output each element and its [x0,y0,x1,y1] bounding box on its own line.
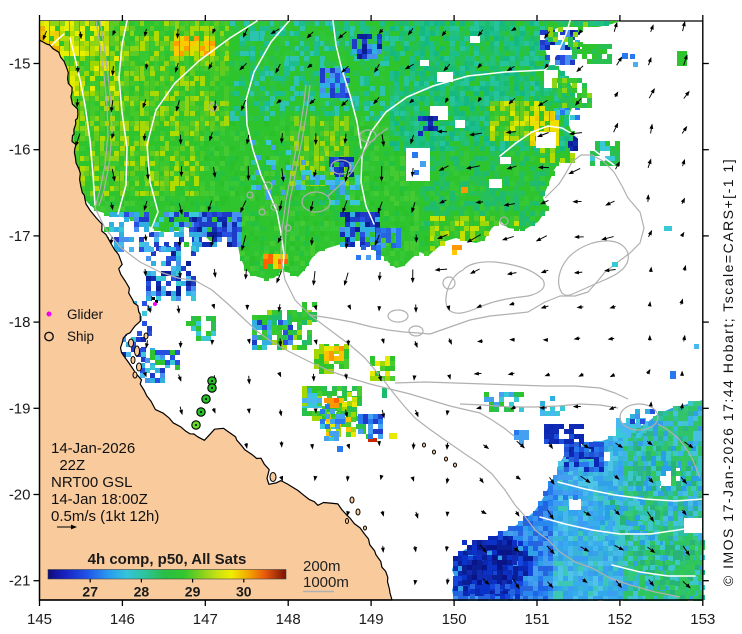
svg-text:© IMOS 17-Jan-2026 17:44 Hobar: © IMOS 17-Jan-2026 17:44 Hobart; Tscale=… [720,158,736,586]
svg-text:28: 28 [134,584,150,600]
svg-text:151: 151 [524,611,549,628]
svg-text:Ship: Ship [67,329,94,344]
svg-text:-16: -16 [9,142,31,159]
svg-text:14-Jan-2026: 14-Jan-2026 [51,440,135,457]
svg-text:200m: 200m [303,558,341,575]
svg-text:145: 145 [27,611,52,628]
svg-text:153: 153 [690,611,715,628]
svg-text:NRT00 GSL: NRT00 GSL [51,474,132,491]
svg-text:146: 146 [110,611,135,628]
svg-text:Glider: Glider [67,307,104,322]
svg-text:27: 27 [82,584,98,600]
svg-text:0.5m/s (1kt 12h): 0.5m/s (1kt 12h) [51,508,159,525]
svg-text:152: 152 [607,611,632,628]
svg-text:30: 30 [236,584,252,600]
svg-text:4h comp, p50, All Sats: 4h comp, p50, All Sats [88,551,247,568]
svg-text:1000m: 1000m [303,574,349,591]
svg-text:-18: -18 [9,314,31,331]
svg-text:-21: -21 [9,573,31,590]
svg-text:149: 149 [359,611,384,628]
svg-text:14-Jan 18:00Z: 14-Jan 18:00Z [51,491,148,508]
svg-text:-17: -17 [9,228,31,245]
svg-text:150: 150 [442,611,467,628]
svg-text:-20: -20 [9,487,31,504]
svg-text:-19: -19 [9,400,31,417]
svg-text:148: 148 [276,611,301,628]
svg-text:22Z: 22Z [51,457,85,474]
svg-text:147: 147 [193,611,218,628]
svg-text:29: 29 [185,584,201,600]
svg-text:-15: -15 [9,56,31,73]
